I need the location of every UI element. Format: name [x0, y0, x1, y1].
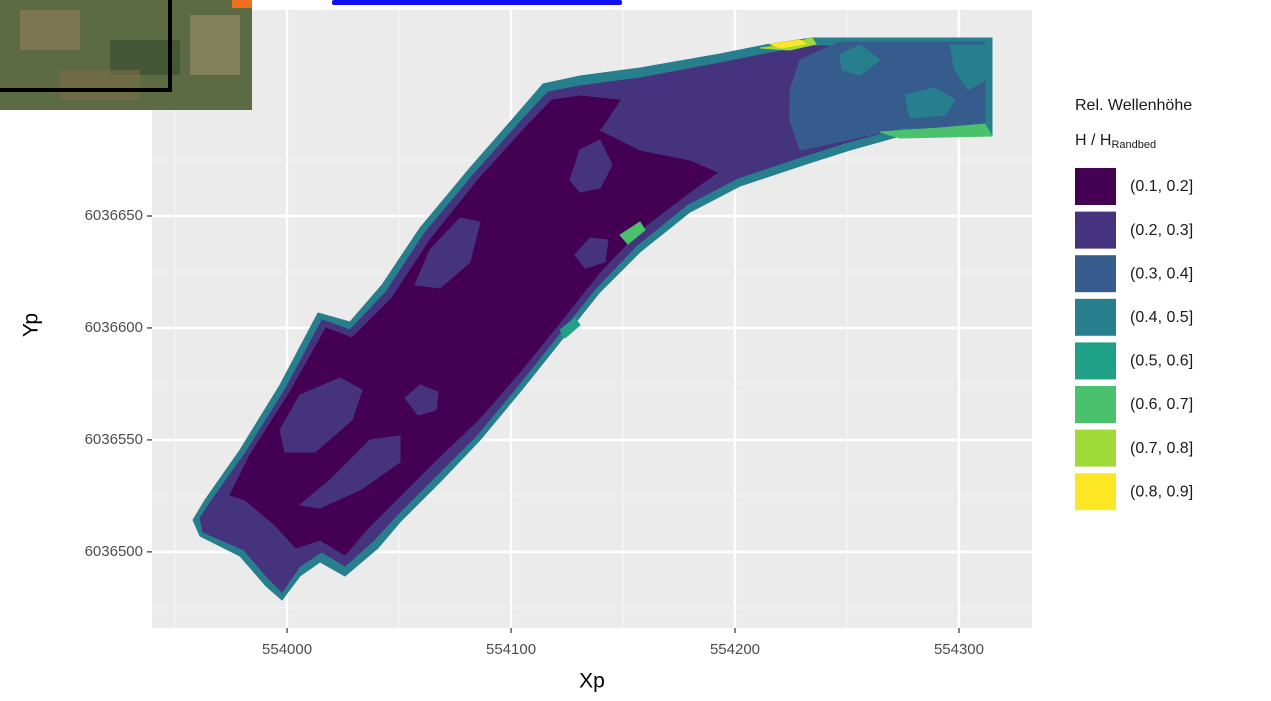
legend-subtitle-main: H / H [1075, 132, 1111, 149]
legend-title: Rel. Wellenhöhe [1075, 97, 1192, 114]
legend-label: (0.7, 0.8] [1130, 440, 1193, 457]
chart: 554000 554100 554200 554300 6036500 6036550 60… [0, 0, 1271, 701]
y-tick-label: 6036600 [85, 319, 143, 336]
top-bar [332, 0, 622, 5]
legend: Rel. Wellenhöhe H / HRandbed (0.1, 0.2] (0.… [1075, 97, 1193, 510]
legend-label: (0.5, 0.6] [1130, 353, 1193, 370]
x-axis-title: Xp [579, 670, 605, 693]
y-tick-label: 6036500 [85, 543, 143, 560]
x-tick-label: 554200 [710, 641, 760, 658]
x-tick-label: 554000 [262, 641, 312, 658]
legend-key [1075, 212, 1116, 249]
legend-label: (0.3, 0.4] [1130, 265, 1193, 282]
legend-key [1075, 168, 1116, 205]
legend-label: (0.1, 0.2] [1130, 178, 1193, 195]
y-tick-label: 6036650 [85, 207, 143, 224]
y-tick-label: 6036550 [85, 431, 143, 448]
legend-label: (0.4, 0.5] [1130, 309, 1193, 326]
legend-subtitle-subscript: Randbed [1111, 139, 1156, 151]
legend-key [1075, 299, 1116, 336]
legend-label: (0.6, 0.7] [1130, 396, 1193, 413]
legend-key [1075, 473, 1116, 510]
satellite-thumbnail [0, 0, 252, 110]
legend-label: (0.2, 0.3] [1130, 222, 1193, 239]
x-tick-label: 554300 [934, 641, 984, 658]
legend-key [1075, 255, 1116, 292]
x-tick-label: 554100 [486, 641, 536, 658]
legend-key [1075, 386, 1116, 423]
legend-subtitle: H / HRandbed [1075, 132, 1156, 151]
legend-key [1075, 430, 1116, 467]
y-axis-title: Yp [20, 313, 43, 337]
legend-label: (0.8, 0.9] [1130, 483, 1193, 500]
legend-key [1075, 342, 1116, 379]
